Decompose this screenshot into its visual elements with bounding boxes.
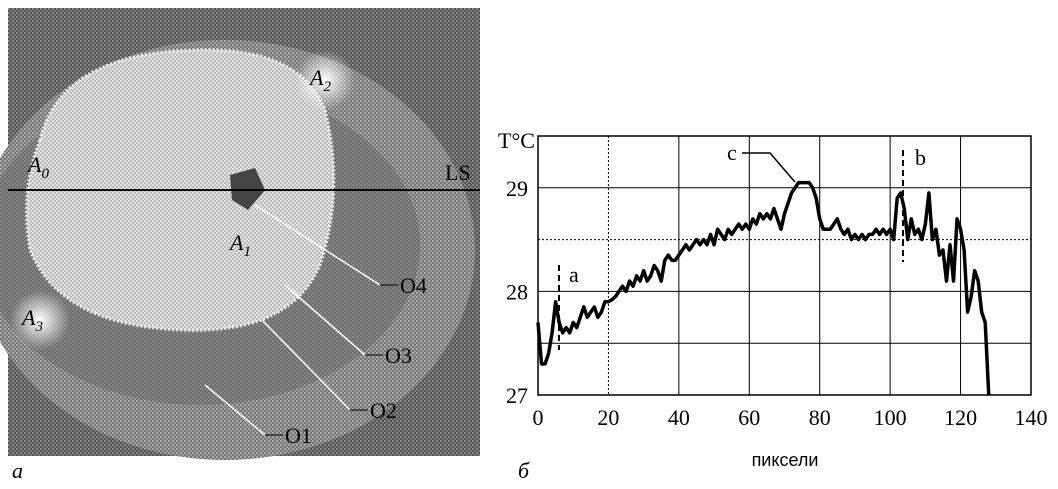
annotation: c (727, 140, 737, 165)
panel-caption: а (12, 458, 23, 483)
region-main: A (20, 305, 36, 330)
region-label: A0 (26, 152, 49, 182)
x-tick-label: 80 (809, 405, 831, 430)
panel-caption: б (518, 458, 530, 483)
y-axis-label: T°C (498, 128, 535, 153)
region-a2 (295, 50, 355, 110)
x-tick-label: 40 (668, 405, 690, 430)
x-tick-label: 120 (944, 405, 977, 430)
annotation: a (569, 262, 579, 287)
region-main: A (228, 230, 244, 255)
ls-label: LS (445, 160, 471, 185)
outline-label: O4 (400, 273, 427, 298)
region-a3 (10, 290, 70, 350)
outline-label: O3 (385, 343, 412, 368)
region-label: A2 (308, 65, 331, 95)
thermal-image (0, 8, 480, 460)
outline-label: O2 (370, 398, 397, 423)
region-label: A3 (20, 305, 43, 335)
x-axis-label: пиксели (752, 450, 819, 470)
y-tick-label: 29 (506, 176, 528, 201)
data-line (536, 180, 991, 396)
annotation: b (915, 145, 926, 170)
region-main: A (26, 152, 42, 177)
region-sub: 1 (243, 244, 251, 260)
leader-line (284, 284, 366, 356)
x-tick-label: 140 (1015, 405, 1048, 430)
x-tick-label: 0 (533, 405, 544, 430)
region-sub: 3 (34, 319, 43, 335)
region-sub: 2 (323, 79, 331, 95)
region-main: A (308, 65, 324, 90)
y-tick-label: 27 (506, 383, 528, 408)
leader-line (254, 204, 381, 286)
plot-frame (537, 135, 1032, 396)
annotation-leader (742, 152, 796, 183)
leaders (204, 204, 381, 436)
outline-label: O1 (285, 423, 312, 448)
region-label: A1 (228, 230, 251, 260)
y-tick-label: 28 (506, 279, 528, 304)
leader-line (204, 384, 266, 436)
leaders-dark (265, 284, 398, 436)
x-tick-label: 20 (597, 405, 619, 430)
x-tick-label: 100 (874, 405, 907, 430)
leader-line (261, 319, 351, 411)
x-tick-label: 60 (738, 405, 760, 430)
region-sub: 0 (41, 166, 49, 182)
